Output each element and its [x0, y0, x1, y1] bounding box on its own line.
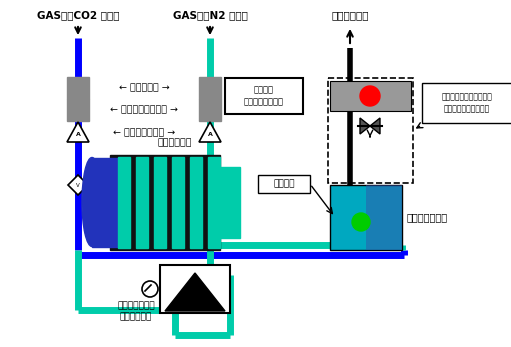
Polygon shape: [199, 122, 221, 142]
Bar: [136, 157, 148, 248]
Polygon shape: [67, 122, 89, 142]
Text: GAS２（CO2 入口）: GAS２（CO2 入口）: [37, 10, 119, 20]
Text: ダイヤフラム: ダイヤフラム: [158, 138, 192, 147]
Bar: [154, 157, 166, 248]
Text: 比較式圧力設定
（工場にて）: 比較式圧力設定 （工場にて）: [117, 301, 155, 321]
Bar: [330, 81, 411, 111]
Bar: [67, 77, 89, 99]
Text: ← 圧力警報スイッチ →: ← 圧力警報スイッチ →: [110, 105, 178, 115]
Bar: [110, 155, 220, 250]
Text: V: V: [76, 183, 80, 187]
Bar: [330, 185, 402, 250]
Bar: [220, 167, 240, 238]
Polygon shape: [360, 118, 380, 134]
Text: 流量設定
（フロータイプ）: 流量設定 （フロータイプ）: [244, 86, 284, 107]
Text: 混合設定: 混合設定: [273, 179, 295, 188]
Bar: [258, 175, 310, 193]
Bar: [328, 78, 413, 183]
Bar: [199, 99, 221, 121]
Text: 圧力コントロールバルブ
（バッファータイプ）: 圧力コントロールバルブ （バッファータイプ）: [442, 93, 493, 113]
Circle shape: [352, 213, 370, 231]
Bar: [118, 157, 130, 248]
Bar: [190, 157, 202, 248]
Text: GAS１（N2 入口）: GAS１（N2 入口）: [173, 10, 247, 20]
Bar: [225, 78, 303, 114]
Bar: [208, 157, 220, 248]
Bar: [366, 185, 402, 250]
Polygon shape: [165, 273, 225, 311]
Circle shape: [360, 86, 380, 106]
Bar: [92, 158, 120, 247]
Text: 混合ガス出口: 混合ガス出口: [331, 10, 369, 20]
Circle shape: [142, 281, 158, 297]
Polygon shape: [68, 175, 88, 195]
Text: A: A: [207, 132, 213, 136]
Text: ← チェックバルブ →: ← チェックバルブ →: [113, 128, 175, 137]
Bar: [160, 265, 230, 313]
Text: ← フィルター →: ← フィルター →: [119, 84, 169, 93]
Bar: [422, 83, 511, 123]
Text: A: A: [76, 132, 80, 136]
Bar: [199, 77, 221, 99]
Bar: [172, 157, 184, 248]
Text: 混合エレメント: 混合エレメント: [407, 212, 448, 222]
Bar: [67, 99, 89, 121]
Ellipse shape: [82, 158, 102, 246]
